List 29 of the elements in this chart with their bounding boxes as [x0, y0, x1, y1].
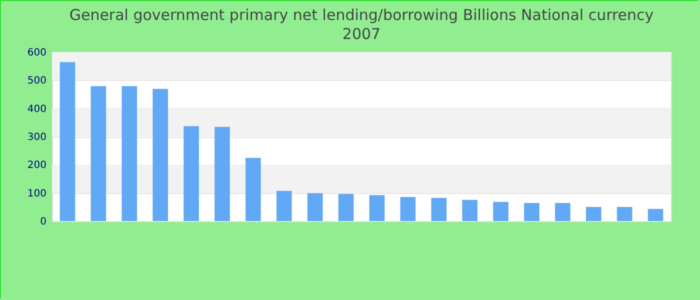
y-tick-label: 100: [27, 188, 46, 200]
y-tick-label: 600: [27, 48, 46, 58]
bar: [152, 88, 168, 221]
bar: [214, 126, 230, 221]
bar: [338, 194, 354, 221]
bar: [60, 62, 76, 221]
bar: [648, 208, 664, 221]
bar: [246, 158, 261, 221]
bar: [431, 198, 447, 221]
bar: [122, 86, 138, 221]
bar: [555, 202, 570, 221]
bar: [184, 126, 199, 221]
y-tick-label: 0: [40, 216, 46, 228]
bar: [462, 200, 478, 221]
bar: [493, 202, 508, 221]
bar: [369, 195, 385, 221]
bar: [90, 86, 106, 221]
y-tick-label: 200: [27, 160, 46, 172]
chart-subtitle: 2007: [342, 25, 381, 43]
y-tick-label: 500: [27, 76, 46, 87]
bar: [616, 206, 632, 221]
y-tick-label: 300: [27, 132, 46, 143]
bar: [400, 197, 416, 221]
chart-title: General government primary net lending/borrowing Billions National currency: [69, 6, 654, 24]
bar: [524, 202, 540, 221]
y-tick-label: 400: [27, 104, 46, 115]
bar: [276, 190, 292, 221]
bar: [307, 193, 323, 221]
bar: [586, 206, 602, 221]
